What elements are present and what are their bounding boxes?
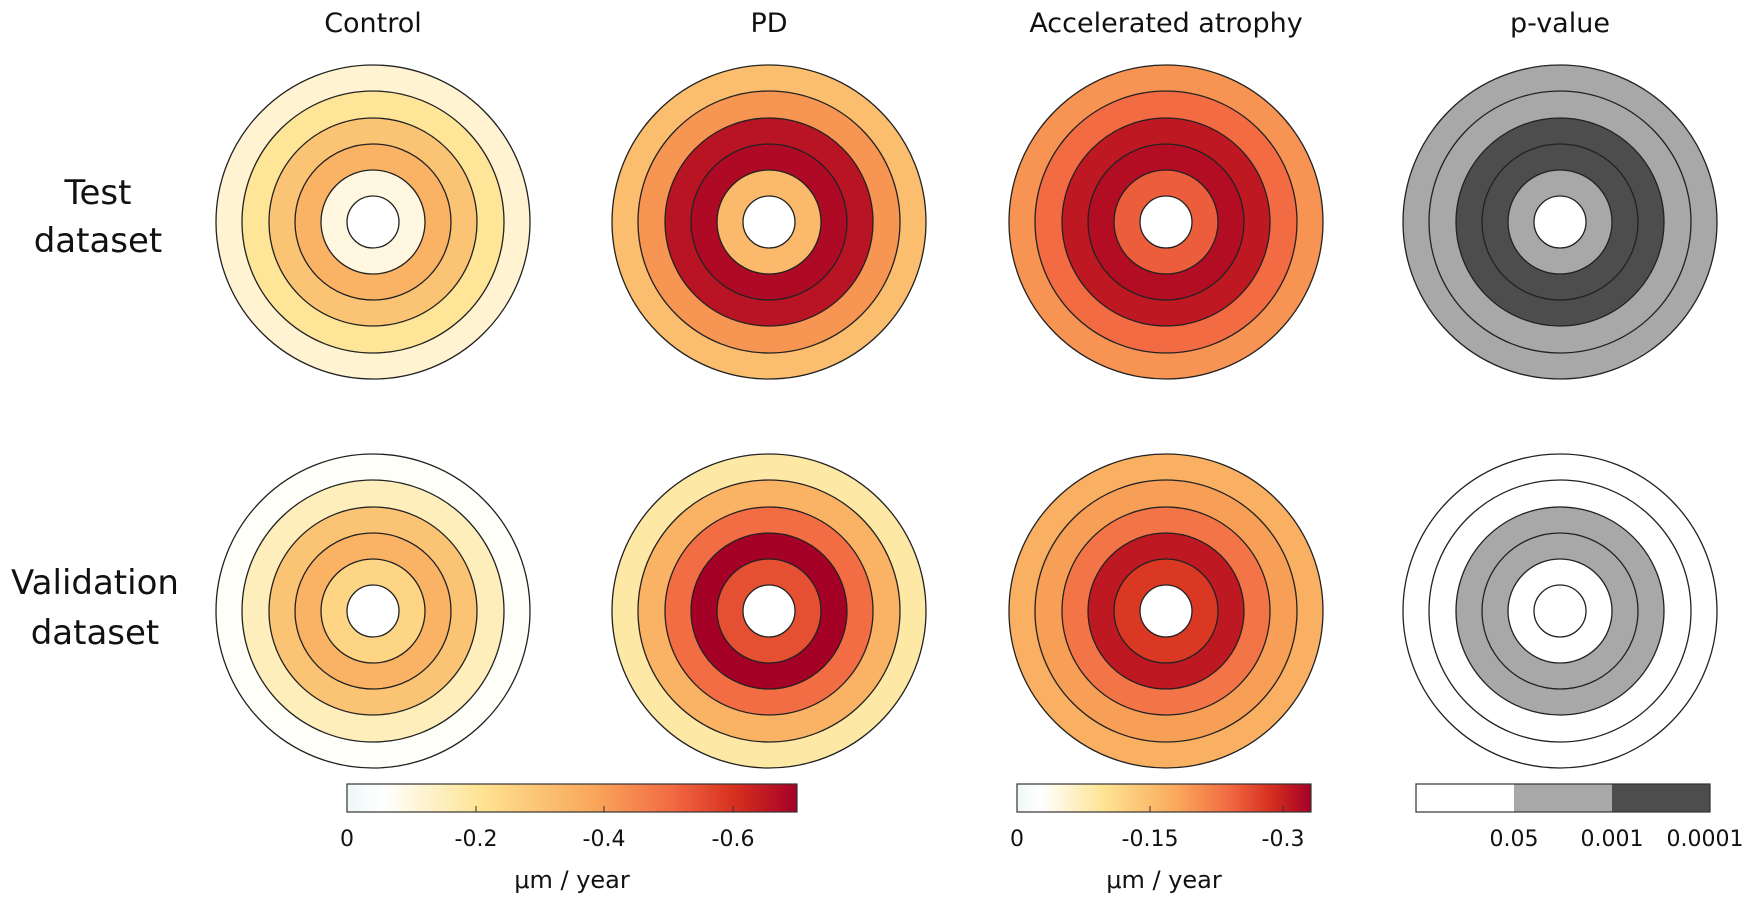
p-value-swatch-1 — [1514, 784, 1612, 812]
row-label-test-line2: dataset — [34, 221, 163, 261]
colorbar3-tick-2: 0.0001 — [1667, 827, 1744, 852]
p-value-swatch-0 — [1416, 784, 1514, 812]
center-hole — [742, 195, 796, 249]
p-value-colorbar-frame — [1415, 783, 1711, 813]
column-title-control: Control — [324, 8, 422, 39]
p-value-swatch-2 — [1612, 784, 1710, 812]
colorbar2-tick-2: -0.3 — [1262, 827, 1305, 852]
column-title-accelerated-atrophy: Accelerated atrophy — [1029, 8, 1302, 39]
colorbar2-tick-1: -0.15 — [1122, 827, 1179, 852]
center-hole — [1139, 195, 1193, 249]
center-hole — [346, 195, 400, 249]
colorbar2-label: μm / year — [1106, 866, 1222, 894]
colorbar-um-per-year — [346, 783, 798, 813]
colorbar1-tick-1: -0.2 — [455, 827, 498, 852]
row-label-validation-line2: dataset — [31, 613, 160, 653]
colorbar3-tick-0: 0.05 — [1490, 827, 1539, 852]
center-hole — [742, 584, 796, 638]
row-label-validation-line1: Validation — [11, 563, 179, 603]
colorbar1-label: μm / year — [514, 866, 630, 894]
colorbar1-tick-0: 0 — [340, 827, 354, 852]
row-label-test-line1: Test — [64, 173, 132, 213]
colorbar-accelerated-atrophy — [1016, 783, 1312, 813]
colorbar-p-value — [1415, 783, 1711, 813]
column-title-pd: PD — [750, 8, 787, 39]
colorbar2-tick-0: 0 — [1010, 827, 1024, 852]
colorbar1-tick-3: -0.6 — [712, 827, 755, 852]
colorbar1-tick-2: -0.4 — [583, 827, 626, 852]
center-hole — [1533, 195, 1587, 249]
colorbar3-tick-1: 0.001 — [1581, 827, 1644, 852]
column-title-p-value: p-value — [1510, 8, 1610, 39]
center-hole — [1533, 584, 1587, 638]
center-hole — [346, 584, 400, 638]
center-hole — [1139, 584, 1193, 638]
